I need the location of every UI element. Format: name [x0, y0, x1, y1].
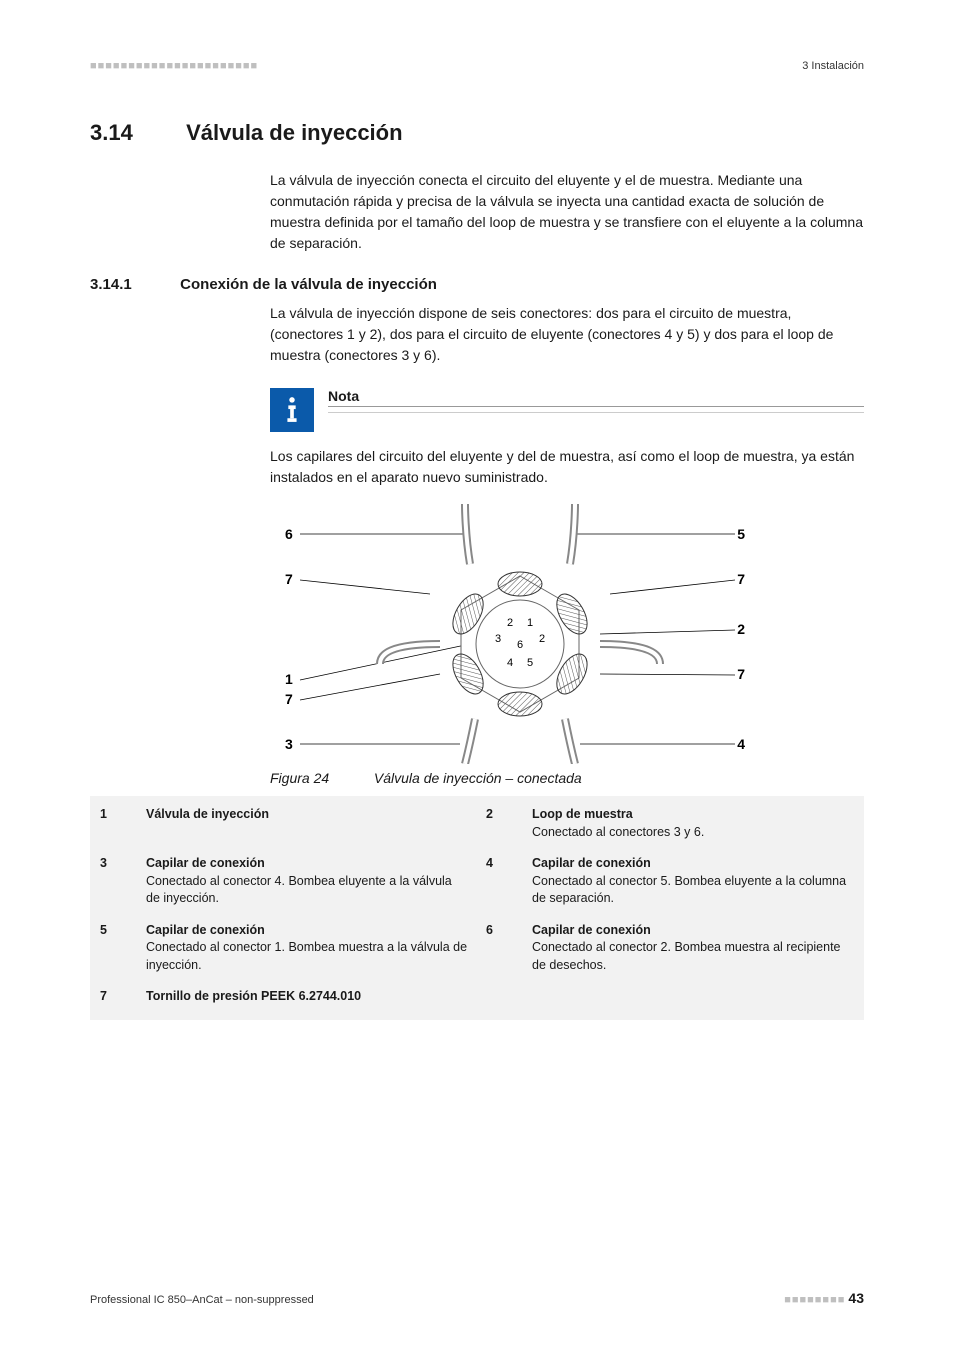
legend-entry: Capilar de conexión Conectado al conecto…	[146, 922, 468, 975]
note-text: Los capilares del circuito del eluyente …	[270, 446, 864, 488]
note-title-row: Nota	[328, 388, 864, 413]
diagram-callout: 7	[285, 691, 293, 707]
legend-entry: Capilar de conexión Conectado al conecto…	[146, 855, 468, 908]
info-icon	[270, 388, 314, 432]
legend-title: Loop de muestra	[532, 807, 633, 821]
subsection-paragraph: La válvula de inyección dispone de seis …	[270, 303, 864, 366]
diagram-inner-label: 4	[507, 657, 513, 669]
figure-caption: Figura 24 Válvula de inyección – conecta…	[270, 770, 864, 786]
legend-desc: Conectado al conectores 3 y 6.	[532, 825, 704, 839]
diagram-callout: 7	[737, 571, 745, 587]
legend-desc: Conectado al conector 5. Bombea eluyente…	[532, 874, 846, 906]
diagram-inner-label: 5	[527, 657, 533, 669]
diagram-inner-label: 6	[517, 639, 523, 651]
diagram-callout: 1	[285, 671, 293, 687]
diagram-inner-label: 1	[527, 617, 533, 629]
page-footer: Professional IC 850–AnCat – non-suppress…	[90, 1290, 864, 1306]
legend-entry: Capilar de conexión Conectado al conecto…	[532, 855, 854, 908]
legend-num: 6	[486, 922, 514, 975]
footer-page-number: 43	[848, 1290, 864, 1306]
legend-title: Capilar de conexión	[532, 856, 651, 870]
diagram-inner-label: 2	[539, 633, 545, 645]
legend-entry: Loop de muestra Conectado al conectores …	[532, 806, 854, 841]
footer-right: ■■■■■■■■ 43	[784, 1290, 864, 1306]
legend-entry: Tornillo de presión PEEK 6.2744.010	[146, 988, 468, 1006]
note-box: Nota	[270, 388, 864, 432]
header-section-label: 3 Instalación	[802, 60, 864, 72]
svg-text:2: 2	[507, 617, 513, 629]
legend-desc: Conectado al conector 1. Bombea muestra …	[146, 940, 467, 972]
page-header: ■■■■■■■■■■■■■■■■■■■■■■ 3 Instalación	[90, 60, 864, 72]
legend-desc: Conectado al conector 4. Bombea eluyente…	[146, 874, 452, 906]
legend-num: 2	[486, 806, 514, 841]
subsection-heading: 3.14.1 Conexión de la válvula de inyecci…	[90, 276, 864, 293]
footer-doc-title: Professional IC 850–AnCat – non-suppress…	[90, 1294, 314, 1306]
diagram-callout: 4	[737, 736, 745, 752]
diagram-callout: 5	[737, 526, 745, 542]
note-title: Nota	[328, 388, 864, 406]
legend-desc: Conectado al conector 2. Bombea muestra …	[532, 940, 841, 972]
legend-num: 1	[100, 806, 128, 841]
diagram-callout: 7	[737, 666, 745, 682]
section-intro: La válvula de inyección conecta el circu…	[270, 170, 864, 254]
figure-legend: 1 Válvula de inyección 2 Loop de muestra…	[90, 796, 864, 1020]
legend-title: Tornillo de presión PEEK 6.2744.010	[146, 989, 361, 1003]
legend-title: Capilar de conexión	[146, 856, 265, 870]
footer-dashes: ■■■■■■■■	[784, 1294, 845, 1306]
figure-caption-text: Válvula de inyección – conectada	[374, 770, 582, 786]
legend-entry: Válvula de inyección	[146, 806, 468, 841]
legend-num: 3	[100, 855, 128, 908]
legend-num: 5	[100, 922, 128, 975]
legend-num: 7	[100, 988, 128, 1006]
legend-title: Capilar de conexión	[146, 923, 265, 937]
diagram-callout: 6	[285, 526, 293, 542]
section-number: 3.14	[90, 120, 180, 146]
legend-title: Capilar de conexión	[532, 923, 651, 937]
header-dashes: ■■■■■■■■■■■■■■■■■■■■■■	[90, 60, 258, 72]
diagram-inner-label: 3	[495, 633, 501, 645]
diagram-callout: 2	[737, 621, 745, 637]
section-title: Válvula de inyección	[186, 120, 402, 145]
legend-entry: Capilar de conexión Conectado al conecto…	[532, 922, 854, 975]
legend-num: 4	[486, 855, 514, 908]
figure-label: Figura 24	[270, 770, 370, 786]
diagram-callout: 7	[285, 571, 293, 587]
legend-title: Válvula de inyección	[146, 807, 269, 821]
subsection-number: 3.14.1	[90, 276, 176, 293]
subsection-title: Conexión de la válvula de inyección	[180, 276, 437, 293]
section-heading: 3.14 Válvula de inyección	[90, 120, 864, 146]
figure-diagram: 6 7 1 7 3 5 7 2 7 4	[270, 504, 864, 764]
diagram-callout: 3	[285, 736, 293, 752]
